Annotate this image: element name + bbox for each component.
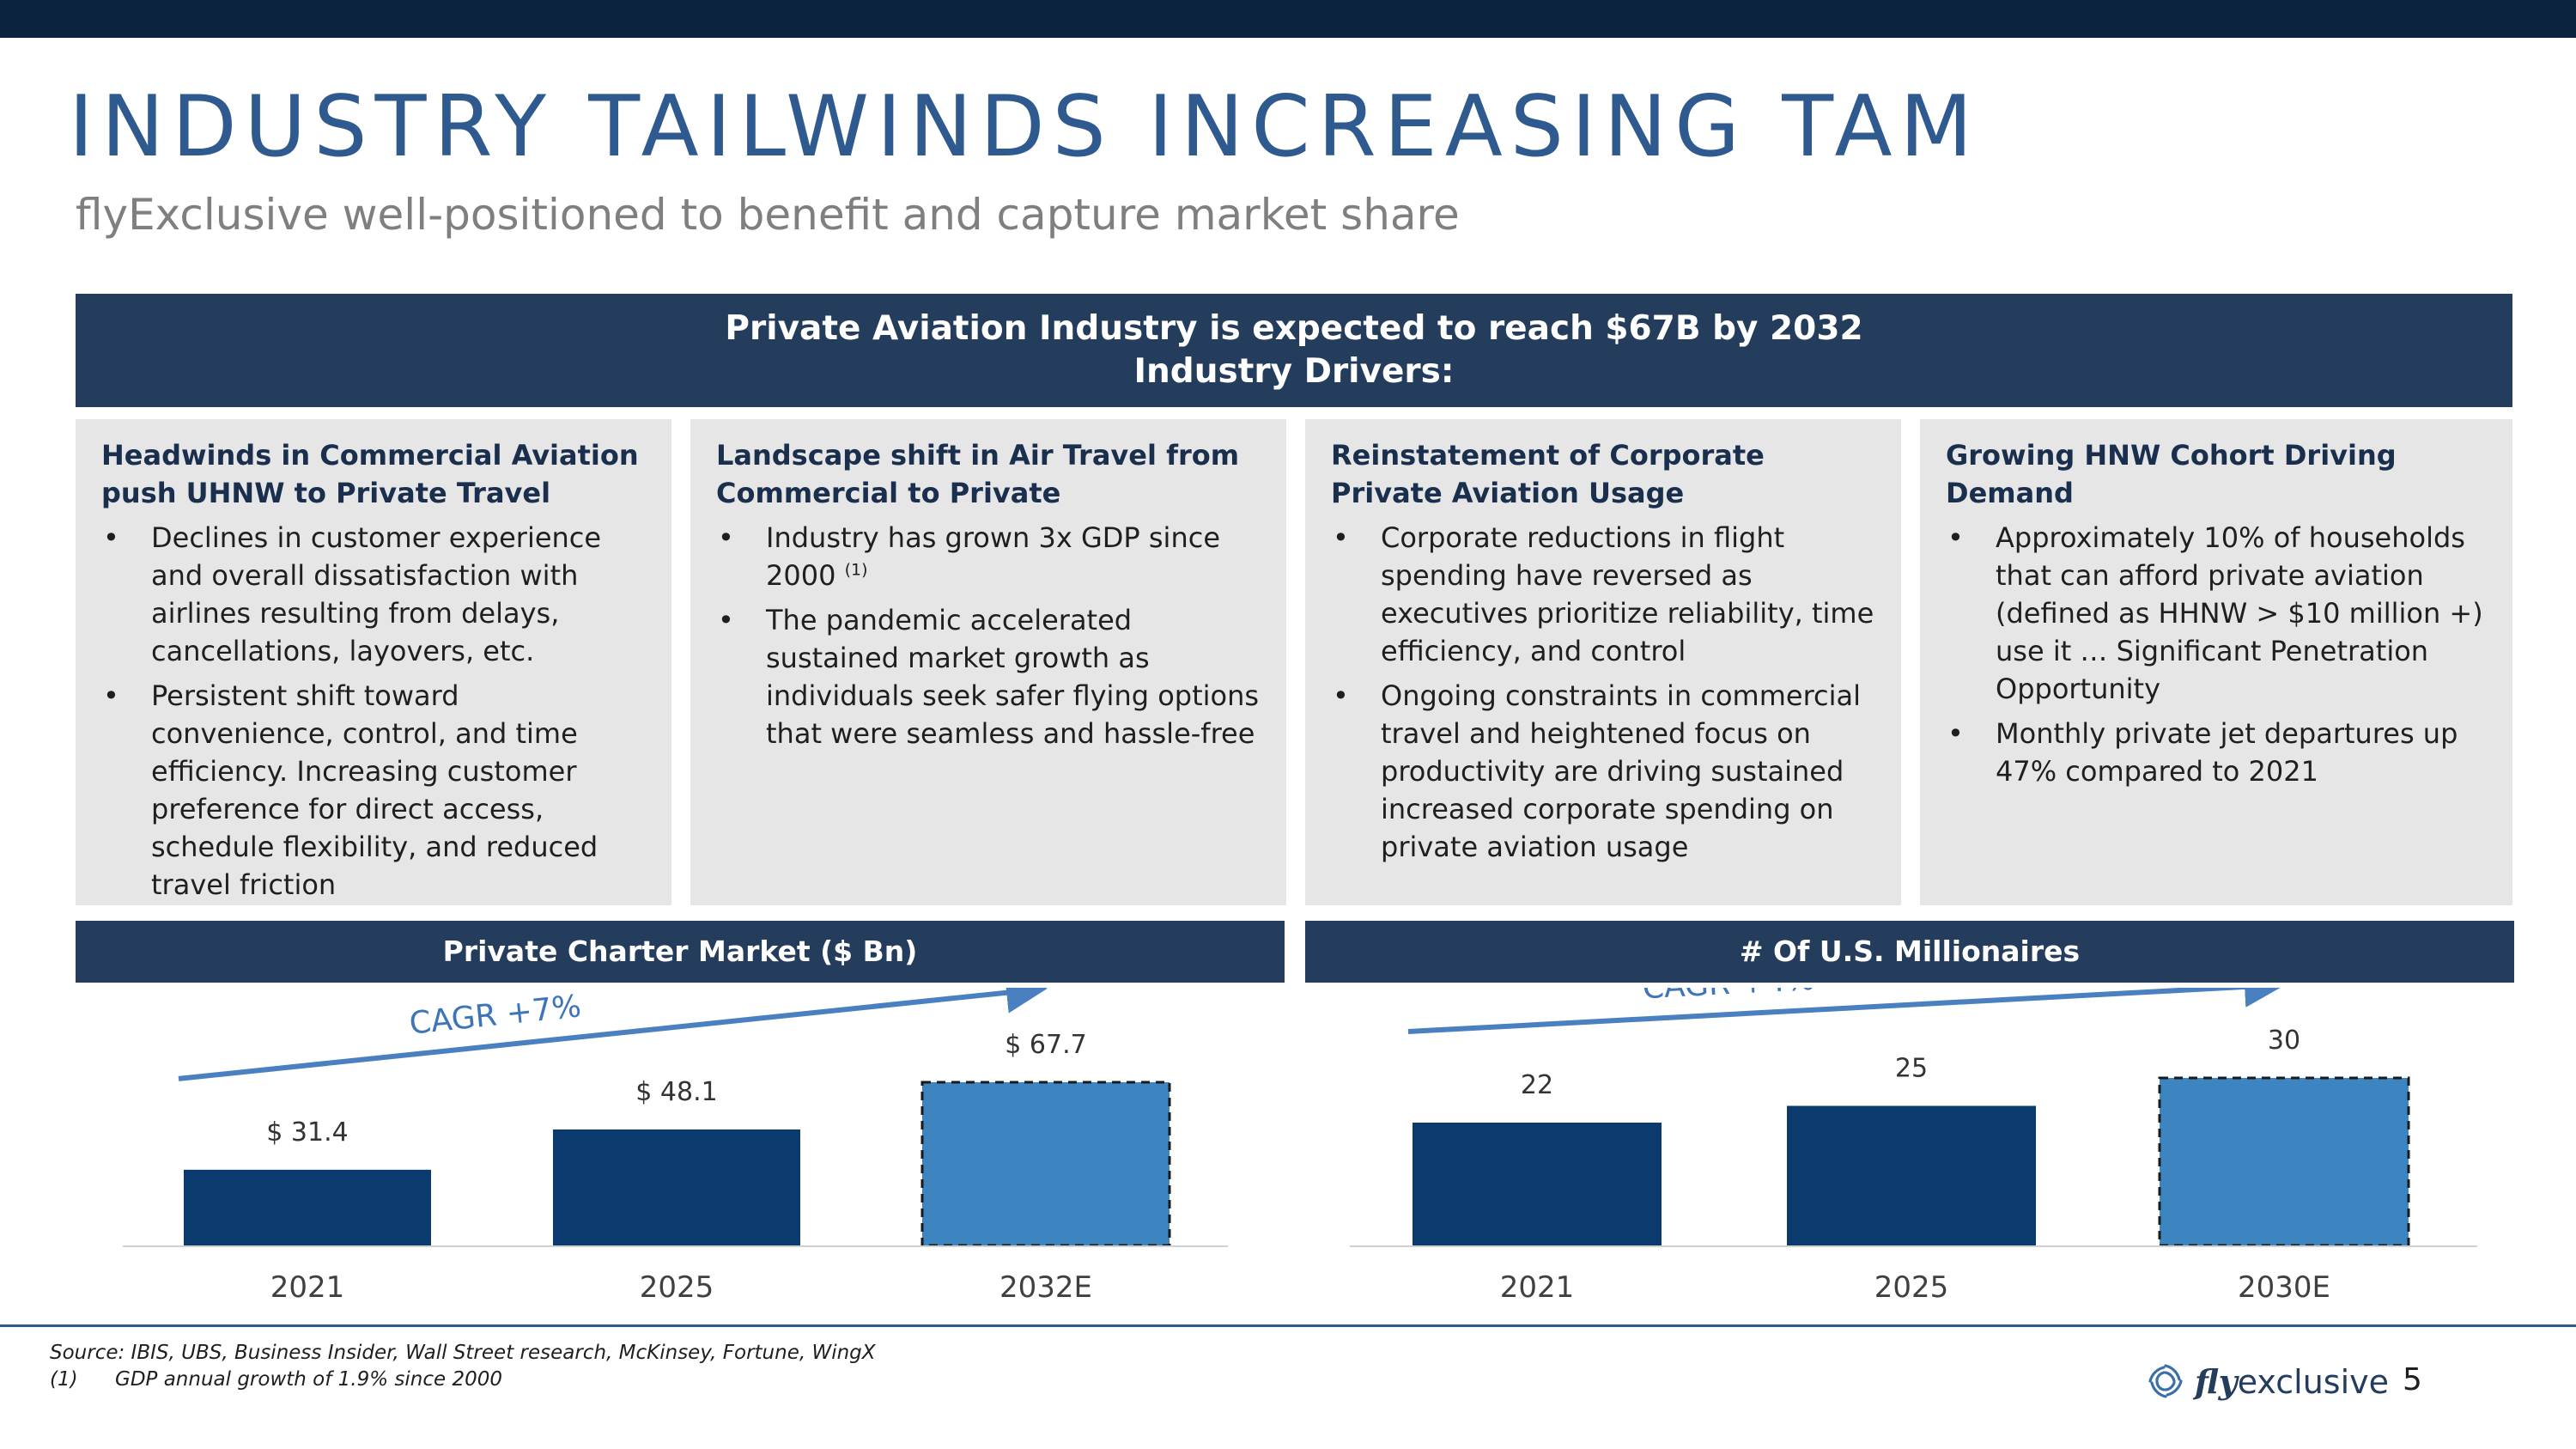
top-bar — [0, 0, 2576, 38]
category-tick-label: 2030E — [2238, 1270, 2330, 1305]
source-note: Source: IBIS, UBS, Business Insider, Wal… — [50, 1342, 876, 1364]
footnote-ref: (1) — [844, 560, 868, 580]
cagr-label: CAGR +4% — [1642, 988, 1816, 1006]
category-tick-label: 2025 — [1874, 1270, 1949, 1305]
bar-value-label: 25 — [1895, 1054, 1928, 1084]
driver-bullets: Declines in customer experience and over… — [101, 519, 647, 904]
bar-2025 — [553, 1129, 800, 1245]
page-subtitle: flyExclusive well-positioned to benefit … — [76, 190, 1460, 240]
driver-heading: Headwinds in Commercial Aviation push UH… — [101, 439, 639, 509]
cagr-trend-arrow — [178, 988, 1048, 1081]
page-title: INDUSTRY TAILWINDS INCREASING TAM — [69, 78, 1981, 176]
logo-fly: fly — [2195, 1361, 2238, 1401]
bar-value-label: 30 — [2268, 1026, 2300, 1056]
bar-2032e — [920, 1081, 1171, 1247]
footnote: (1) GDP annual growth of 1.9% since 2000 — [50, 1367, 502, 1393]
footer-divider — [0, 1324, 2576, 1327]
driver-heading: Reinstatement of Corporate Private Aviat… — [1331, 439, 1765, 509]
driver-bullet: Persistent shift toward convenience, con… — [101, 677, 647, 904]
swirl-logo-icon — [2148, 1364, 2183, 1398]
driver-card-hnw-cohort: Growing HNW Cohort Driving Demand Approx… — [1920, 419, 2512, 905]
logo-wordmark: flyexclusive — [2195, 1362, 2389, 1401]
driver-bullet: Approximately 10% of households that can… — [1946, 519, 2488, 708]
bar-2025 — [1787, 1105, 2036, 1245]
driver-bullets: Corporate reductions in flight spending … — [1331, 519, 1877, 866]
driver-bullet-text: Industry has grown 3x GDP since 2000 — [766, 521, 1220, 592]
driver-bullet: Monthly private jet departures up 47% co… — [1946, 715, 2488, 790]
bar-2021 — [1413, 1123, 1662, 1245]
footnote-text: GDP annual growth of 1.9% since 2000 — [115, 1368, 502, 1391]
driver-bullet: Corporate reductions in flight spending … — [1331, 519, 1877, 670]
millionaires-chart: 22 2021 25 2025 30 2030E CAGR +4% — [1350, 988, 2477, 1305]
bar-2030e — [2158, 1076, 2410, 1247]
category-tick-label: 2025 — [640, 1270, 714, 1305]
footnote-number: (1) — [50, 1368, 78, 1391]
driver-bullet: Declines in customer experience and over… — [101, 519, 647, 670]
flyexclusive-logo: flyexclusive — [2143, 1355, 2389, 1407]
driver-bullets: Industry has grown 3x GDP since 2000 (1)… — [716, 519, 1262, 752]
cagr-trend-arrow — [1407, 988, 2286, 1034]
banner-line-1: Private Aviation Industry is expected to… — [725, 309, 1863, 348]
driver-bullet: The pandemic accelerated sustained marke… — [716, 601, 1262, 752]
driver-bullet: Industry has grown 3x GDP since 2000 (1) — [716, 519, 1262, 594]
driver-card-landscape-shift: Landscape shift in Air Travel from Comme… — [690, 419, 1286, 905]
chart-header-millionaires: # Of U.S. Millionaires — [1305, 921, 2514, 983]
category-tick-label: 2032E — [999, 1270, 1092, 1305]
driver-bullet: Ongoing constraints in commercial travel… — [1331, 677, 1877, 866]
page-number: 5 — [2403, 1362, 2422, 1397]
bar-value-label: $ 67.7 — [1005, 1030, 1086, 1060]
bar-value-label: 22 — [1521, 1070, 1553, 1100]
driver-bullets: Approximately 10% of households that can… — [1946, 519, 2488, 790]
charter-market-chart: $ 31.4 2021 $ 48.1 2025 $ 67.7 2032E CAGR +7% — [123, 988, 1228, 1305]
category-tick-label: 2021 — [270, 1270, 345, 1305]
industry-banner: Private Aviation Industry is expected to… — [76, 294, 2512, 407]
chart-header-charter-market: Private Charter Market ($ Bn) — [76, 921, 1285, 983]
driver-heading: Growing HNW Cohort Driving Demand — [1946, 439, 2397, 509]
driver-card-corporate-usage: Reinstatement of Corporate Private Aviat… — [1305, 419, 1901, 905]
driver-card-commercial-headwinds: Headwinds in Commercial Aviation push UH… — [76, 419, 671, 905]
bar-value-label: $ 48.1 — [635, 1077, 717, 1107]
bar-2021 — [184, 1169, 431, 1245]
bar-value-label: $ 31.4 — [266, 1117, 348, 1148]
category-tick-label: 2021 — [1500, 1270, 1575, 1305]
driver-heading: Landscape shift in Air Travel from Comme… — [716, 439, 1240, 509]
cagr-label: CAGR +7% — [408, 989, 583, 1042]
logo-exclusive: exclusive — [2237, 1362, 2390, 1401]
banner-line-2: Industry Drivers: — [1133, 352, 1455, 391]
